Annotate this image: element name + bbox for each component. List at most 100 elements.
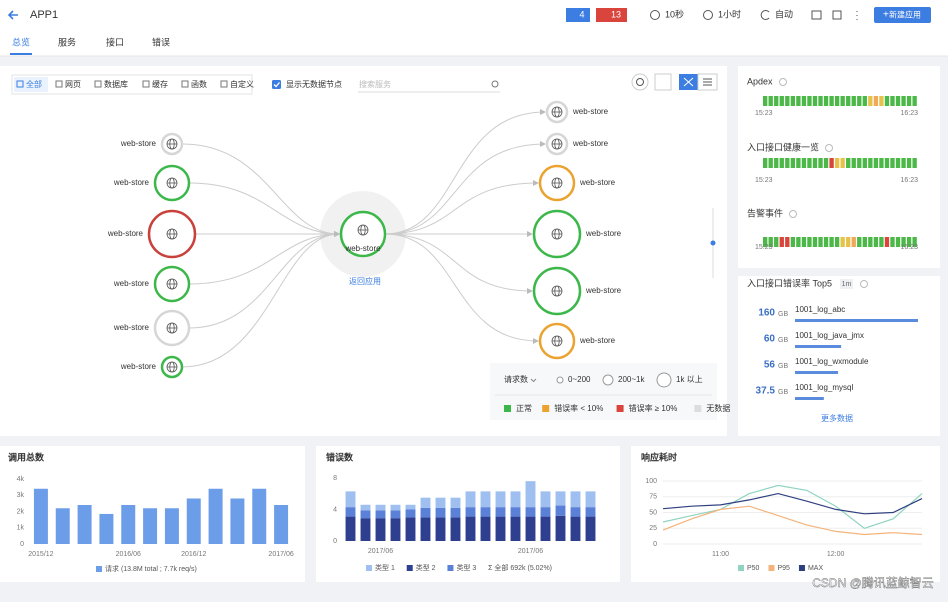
bar-segment[interactable] [390, 510, 401, 519]
bar-segment[interactable] [345, 516, 356, 541]
bar[interactable] [99, 513, 114, 544]
bar[interactable] [121, 505, 136, 544]
bar-segment[interactable] [360, 510, 371, 519]
bar-segment[interactable] [495, 516, 506, 541]
info-icon[interactable] [825, 144, 833, 152]
bar-segment[interactable] [465, 491, 476, 508]
legend-metric[interactable]: 请求数 [504, 374, 528, 384]
filter-option[interactable]: 全部 [26, 79, 42, 89]
top5-name[interactable]: 1001_log_abc [795, 305, 845, 314]
locate-button[interactable] [631, 73, 649, 91]
bar-segment[interactable] [375, 510, 386, 519]
legend-label[interactable]: 类型 1 [375, 563, 395, 572]
bar-segment[interactable] [495, 507, 506, 517]
legend-label[interactable]: P95 [777, 565, 790, 572]
filter-option[interactable]: 网页 [65, 80, 81, 89]
tab[interactable]: 总览 [12, 36, 30, 47]
zoom-handle[interactable] [710, 240, 716, 246]
filter-option[interactable]: 自定义 [230, 79, 254, 89]
tab[interactable]: 服务 [58, 36, 76, 47]
back-button[interactable] [7, 10, 18, 20]
bar-segment[interactable] [450, 497, 461, 508]
bar-segment[interactable] [390, 518, 401, 541]
bar-segment[interactable] [435, 497, 446, 508]
filter-option[interactable]: 缓存 [152, 79, 168, 89]
bar-segment[interactable] [345, 491, 356, 508]
info-badge[interactable] [566, 8, 590, 22]
bar-segment[interactable] [585, 507, 596, 517]
bar-segment[interactable] [420, 497, 431, 508]
bar-segment[interactable] [540, 491, 551, 508]
bar-segment[interactable] [390, 504, 401, 511]
bar-segment[interactable] [465, 507, 476, 517]
fullscreen-icon[interactable] [832, 10, 842, 20]
filter-option[interactable]: 函数 [191, 79, 207, 89]
info-icon[interactable] [860, 280, 868, 288]
bar-segment[interactable] [375, 504, 386, 511]
bar-segment[interactable] [555, 491, 566, 506]
new-app-button[interactable] [874, 7, 931, 23]
checkbox[interactable] [272, 80, 281, 89]
bar-segment[interactable] [585, 491, 596, 508]
bar-segment[interactable] [555, 505, 566, 516]
bar-segment[interactable] [360, 504, 371, 511]
tab[interactable]: 接口 [106, 36, 124, 47]
more-link[interactable]: 更多数据 [821, 413, 853, 423]
bar-segment[interactable] [510, 491, 521, 508]
bar-segment[interactable] [480, 516, 491, 541]
fit-button[interactable] [654, 73, 672, 91]
bar-segment[interactable] [480, 491, 491, 508]
bar-segment[interactable] [345, 507, 356, 517]
auto-refresh[interactable]: 自动 [775, 8, 793, 19]
time-range[interactable]: 1小时 [718, 8, 741, 19]
top5-name[interactable]: 1001_log_wxmodule [795, 357, 869, 366]
tab[interactable]: 错误 [152, 36, 170, 47]
info-icon[interactable] [779, 78, 787, 86]
bar-segment[interactable] [375, 518, 386, 541]
bar-segment[interactable] [435, 517, 446, 541]
bar[interactable] [77, 505, 92, 544]
refresh-interval[interactable]: 10秒 [665, 8, 684, 19]
bar[interactable] [55, 508, 70, 544]
bar-segment[interactable] [555, 515, 566, 541]
bar-segment[interactable] [405, 517, 416, 541]
bar-segment[interactable] [525, 481, 536, 508]
bar-segment[interactable] [585, 516, 596, 541]
bar[interactable] [252, 488, 267, 544]
bar-segment[interactable] [510, 507, 521, 517]
alert-badge[interactable] [596, 8, 627, 22]
bar[interactable] [208, 488, 223, 544]
bar-segment[interactable] [540, 507, 551, 517]
legend-label[interactable]: 类型 3 [456, 563, 476, 572]
bar-segment[interactable] [405, 509, 416, 518]
top5-name[interactable]: 1001_log_java_jmx [795, 331, 864, 340]
bar-segment[interactable] [570, 507, 581, 517]
bar-segment[interactable] [570, 516, 581, 541]
bar-segment[interactable] [465, 516, 476, 541]
bar[interactable] [274, 505, 289, 544]
bar-segment[interactable] [570, 491, 581, 508]
bar-segment[interactable] [420, 517, 431, 541]
bar-segment[interactable] [435, 507, 446, 518]
search-input[interactable]: 搜索服务 [359, 79, 391, 89]
bar[interactable] [164, 508, 179, 544]
legend-label[interactable]: P50 [747, 565, 760, 572]
bar[interactable] [186, 498, 201, 545]
legend-label[interactable]: MAX [808, 565, 824, 572]
bar-segment[interactable] [495, 491, 506, 508]
bar-segment[interactable] [480, 507, 491, 517]
bar-segment[interactable] [450, 517, 461, 541]
bar-segment[interactable] [525, 507, 536, 517]
back-link[interactable]: 返回应用 [349, 276, 381, 286]
bar[interactable] [230, 498, 245, 545]
bar-segment[interactable] [525, 516, 536, 541]
bar[interactable] [33, 488, 48, 544]
top5-name[interactable]: 1001_log_mysql [795, 383, 853, 392]
bar-segment[interactable] [540, 516, 551, 541]
center-node[interactable] [339, 210, 387, 258]
bar-segment[interactable] [420, 507, 431, 518]
bar[interactable] [143, 508, 158, 544]
info-icon[interactable] [789, 210, 797, 218]
legend-label[interactable]: 类型 2 [416, 563, 436, 572]
legend-label[interactable]: 请求 (13.8M total ; 7.7k req/s) [105, 564, 197, 573]
